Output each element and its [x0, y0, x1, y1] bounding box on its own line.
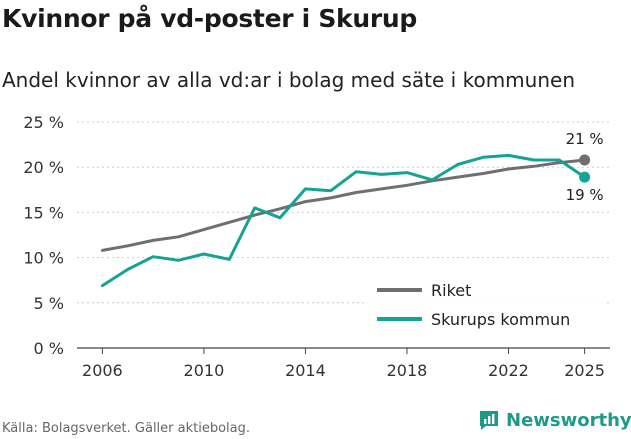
- end-label-riket: 21 %: [566, 130, 604, 148]
- source-note: Källa: Bolagsverket. Gäller aktiebolag.: [2, 421, 251, 436]
- y-tick-label: 0 %: [34, 339, 64, 358]
- series-endpoints: 21 % 19 %: [566, 130, 604, 204]
- legend-label-skurup: Skurups kommun: [431, 310, 570, 329]
- newsworthy-logo-icon: [480, 411, 498, 430]
- y-tick-label: 25 %: [23, 113, 64, 132]
- x-tick-label: 2010: [184, 361, 225, 380]
- x-tick-label: 2025: [564, 361, 605, 380]
- grid-lines: [77, 121, 610, 349]
- x-tick-label: 2018: [387, 361, 428, 380]
- y-tick-label: 20 %: [23, 158, 64, 177]
- brand-logo: Newsworthy: [477, 408, 631, 432]
- x-tick-label: 2022: [488, 361, 529, 380]
- x-tick-label: 2014: [285, 361, 326, 380]
- series-line-skurup: [100, 153, 587, 288]
- y-tick-label: 5 %: [34, 294, 64, 313]
- x-tick-label: 2006: [82, 361, 123, 380]
- y-tick-label: 15 %: [23, 203, 64, 222]
- y-axis-ticks: 0 % 5 % 10 % 15 % 20 % 25 %: [23, 113, 64, 358]
- legend-label-riket: Riket: [431, 281, 471, 300]
- endpoint-skurup: [579, 171, 591, 183]
- legend-background: [366, 276, 604, 336]
- end-label-skurup: 19 %: [566, 186, 604, 204]
- series-lines: [100, 153, 587, 288]
- legend: Riket Skurups kommun: [366, 276, 604, 336]
- chart-subtitle: Andel kvinnor av alla vd:ar i bolag med …: [2, 68, 575, 92]
- x-axis-ticks: 2006 2010 2014 2018 2022 2025: [82, 348, 605, 380]
- brand-name: Newsworthy: [506, 409, 631, 431]
- series-line-riket: [100, 158, 587, 252]
- y-tick-label: 10 %: [23, 249, 64, 268]
- endpoint-riket: [579, 154, 591, 166]
- chart-title: Kvinnor på vd-poster i Skurup: [2, 4, 417, 33]
